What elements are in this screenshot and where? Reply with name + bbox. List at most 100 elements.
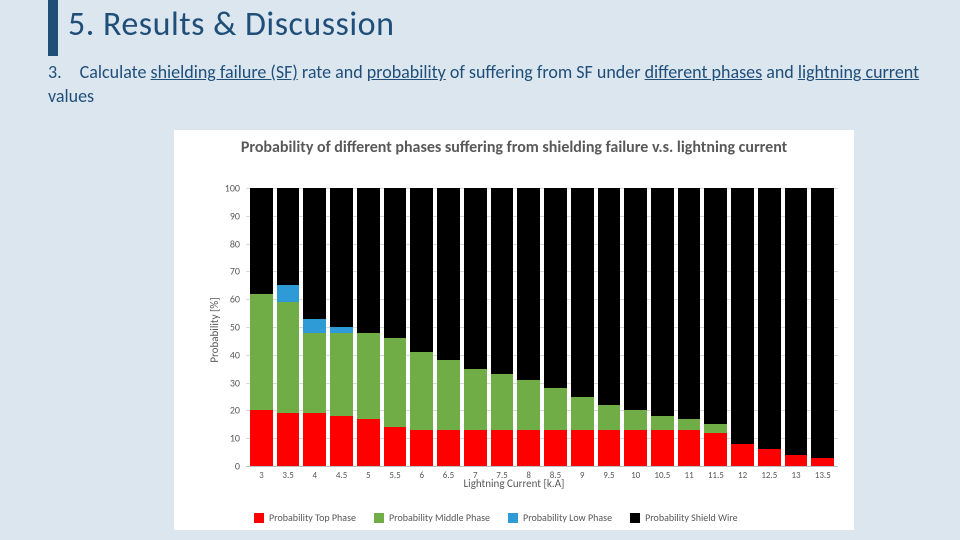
bar-segment-top (624, 430, 647, 466)
subtitle-text: 3. Calculate (48, 61, 151, 83)
bar-segment-shield (250, 188, 273, 294)
legend-swatch (374, 513, 384, 523)
bar: 3.5 (277, 188, 300, 466)
bar-segment-top (517, 430, 540, 466)
y-tick-label: 30 (230, 376, 246, 389)
legend-swatch (508, 513, 518, 523)
bar-segment-shield (491, 188, 514, 374)
plot-area: 0102030405060708090100 33.544.555.566.57… (246, 188, 838, 466)
x-axis-label: Lightning Current [k.A] (174, 477, 854, 490)
bar: 13.5 (811, 188, 834, 466)
bar-segment-shield (731, 188, 754, 444)
bar-segment-shield (624, 188, 647, 410)
legend-label: Probability Shield Wire (645, 511, 738, 524)
bar-segment-top (811, 458, 834, 466)
bar-segment-middle (704, 424, 727, 432)
bar-segment-middle (437, 360, 460, 430)
legend-item: Probability Middle Phase (374, 511, 490, 524)
bar-segment-top (651, 430, 674, 466)
y-tick-label: 70 (230, 265, 246, 278)
bar-segment-shield (544, 188, 567, 388)
bar: 10.5 (651, 188, 674, 466)
slide-subtitle: 3. Calculate shielding failure (SF) rate… (48, 60, 920, 109)
bar: 3 (250, 188, 273, 466)
bar-segment-low (277, 285, 300, 302)
legend-label: Probability Low Phase (523, 511, 612, 524)
y-tick-label: 40 (230, 348, 246, 361)
bar-segment-middle (277, 302, 300, 413)
bar-segment-shield (571, 188, 594, 397)
bar-segment-shield (357, 188, 380, 333)
bar-segment-top (731, 444, 754, 466)
y-tick-label: 80 (230, 237, 246, 250)
chart-panel: Probability of different phases sufferin… (174, 130, 854, 530)
bar-segment-top (785, 455, 808, 466)
bar-segment-shield (384, 188, 407, 338)
bar: 11 (678, 188, 701, 466)
y-tick-label: 100 (225, 182, 246, 195)
y-tick-label: 90 (230, 209, 246, 222)
y-tick-label: 60 (230, 293, 246, 306)
bar-segment-middle (384, 338, 407, 427)
bar-segment-shield (704, 188, 727, 424)
bar-segment-shield (785, 188, 808, 455)
bars-container: 33.544.555.566.577.588.599.51010.51111.5… (246, 188, 838, 466)
bar-segment-middle (544, 388, 567, 430)
subtitle-underline-1: shielding failure (SF) (151, 61, 298, 83)
bar-segment-middle (651, 416, 674, 430)
legend-item: Probability Low Phase (508, 511, 612, 524)
bar: 7.5 (491, 188, 514, 466)
bar: 12.5 (758, 188, 781, 466)
legend-label: Probability Middle Phase (389, 511, 490, 524)
bar-segment-low (303, 319, 326, 333)
bar: 8.5 (544, 188, 567, 466)
bar-segment-middle (357, 333, 380, 419)
y-tick-label: 20 (230, 404, 246, 417)
bar-segment-top (357, 419, 380, 466)
bar-segment-shield (651, 188, 674, 416)
legend-item: Probability Top Phase (254, 511, 356, 524)
subtitle-underline-3: different phases (645, 61, 763, 83)
bar-segment-middle (330, 333, 353, 416)
bar-segment-top (330, 416, 353, 466)
bar-segment-shield (811, 188, 834, 458)
bar: 4 (303, 188, 326, 466)
bar-segment-shield (517, 188, 540, 380)
bar-segment-top (571, 430, 594, 466)
subtitle-text: and (762, 61, 798, 83)
gridline (246, 466, 838, 467)
bar-segment-shield (678, 188, 701, 419)
bar-segment-middle (678, 419, 701, 430)
bar: 12 (731, 188, 754, 466)
bar-segment-shield (464, 188, 487, 369)
section-title: 5. Results & Discussion (68, 4, 394, 45)
bar-segment-shield (410, 188, 433, 352)
y-tick-label: 10 (230, 432, 246, 445)
bar-segment-top (437, 430, 460, 466)
bar: 6.5 (437, 188, 460, 466)
bar-segment-middle (598, 405, 621, 430)
bar-segment-top (544, 430, 567, 466)
bar: 13 (785, 188, 808, 466)
bar: 5.5 (384, 188, 407, 466)
bar-segment-top (704, 433, 727, 466)
legend-label: Probability Top Phase (269, 511, 356, 524)
bar: 4.5 (330, 188, 353, 466)
bar-segment-top (758, 449, 781, 466)
bar-segment-top (250, 410, 273, 466)
bar-segment-middle (571, 397, 594, 430)
bar: 6 (410, 188, 433, 466)
bar-segment-shield (303, 188, 326, 319)
subtitle-underline-4: lightning current (798, 61, 919, 83)
y-tick-label: 0 (235, 460, 246, 473)
legend: Probability Top Phase Probability Middle … (254, 511, 838, 524)
bar-segment-shield (277, 188, 300, 285)
bar-segment-top (410, 430, 433, 466)
legend-swatch (630, 513, 640, 523)
bar-segment-top (464, 430, 487, 466)
subtitle-text: of suffering from SF under (446, 61, 645, 83)
bar-segment-top (678, 430, 701, 466)
chart-title: Probability of different phases sufferin… (174, 130, 854, 162)
subtitle-text: values (48, 85, 94, 107)
legend-swatch (254, 513, 264, 523)
